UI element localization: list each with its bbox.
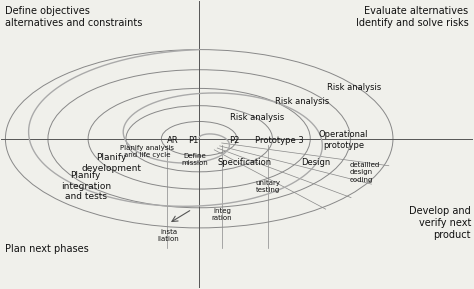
Text: Operational
prototype: Operational prototype [319,131,368,150]
Text: integ
ration: integ ration [211,208,232,221]
Text: Define objectives
alternatives and constraints: Define objectives alternatives and const… [5,6,143,28]
Text: Planify
integration
and tests: Planify integration and tests [61,171,111,201]
Text: insta
llation: insta llation [157,229,179,242]
Text: Define
mission: Define mission [181,153,208,166]
Text: Plan next phases: Plan next phases [5,244,89,254]
Text: P2: P2 [229,136,240,145]
Text: Prototype 3: Prototype 3 [255,136,304,145]
Text: detailled
design: detailled design [349,162,380,175]
Text: Evaluate alternatives
Identify and solve risks: Evaluate alternatives Identify and solve… [356,6,469,28]
Text: AR: AR [167,136,179,145]
Text: Develop and
verify next
product: Develop and verify next product [409,206,471,240]
Text: Risk analysis: Risk analysis [230,113,284,122]
Text: P1: P1 [188,136,199,145]
Text: Planify
development: Planify development [82,153,142,173]
Text: unitary
testing: unitary testing [255,180,280,193]
Text: Risk analysis: Risk analysis [275,97,329,106]
Text: Risk analysis: Risk analysis [327,83,381,92]
Text: coding: coding [349,177,373,184]
Text: Planify analysis
and life cycle: Planify analysis and life cycle [120,145,174,158]
Text: Specification: Specification [217,158,271,167]
Text: Design: Design [301,158,330,167]
